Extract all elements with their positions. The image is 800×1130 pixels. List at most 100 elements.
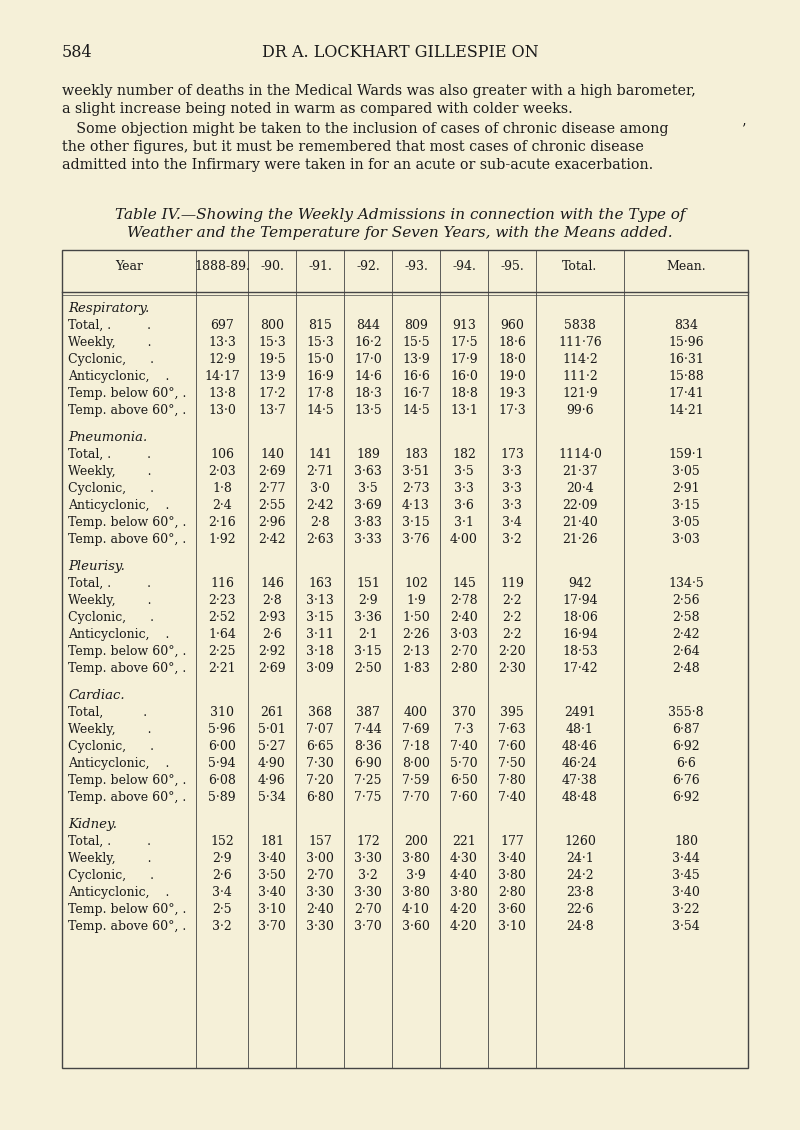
Text: 3·80: 3·80 <box>402 852 430 864</box>
Text: 2491: 2491 <box>564 706 596 719</box>
Text: Anticyclonic,    .: Anticyclonic, . <box>68 886 170 899</box>
Text: 844: 844 <box>356 319 380 332</box>
Text: 15·96: 15·96 <box>668 336 704 349</box>
Text: 2·96: 2·96 <box>258 516 286 529</box>
Text: 152: 152 <box>210 835 234 848</box>
Text: 17·42: 17·42 <box>562 662 598 675</box>
Text: 2·55: 2·55 <box>258 499 286 512</box>
Text: 6·90: 6·90 <box>354 757 382 770</box>
Text: 3·69: 3·69 <box>354 499 382 512</box>
Text: 8·00: 8·00 <box>402 757 430 770</box>
Text: 2·93: 2·93 <box>258 611 286 624</box>
Text: 24·1: 24·1 <box>566 852 594 864</box>
Text: Pleurisy.: Pleurisy. <box>68 560 125 573</box>
Text: 2·42: 2·42 <box>258 533 286 546</box>
Text: 1·64: 1·64 <box>208 628 236 641</box>
Text: Kidney.: Kidney. <box>68 818 117 831</box>
Text: Weekly,        .: Weekly, . <box>68 852 151 864</box>
Text: DR A. LOCKHART GILLESPIE ON: DR A. LOCKHART GILLESPIE ON <box>262 44 538 61</box>
Text: 3·80: 3·80 <box>498 869 526 883</box>
Text: 6·50: 6·50 <box>450 774 478 786</box>
Text: 17·2: 17·2 <box>258 386 286 400</box>
Text: 3·05: 3·05 <box>672 516 700 529</box>
Text: 697: 697 <box>210 319 234 332</box>
Text: 2·40: 2·40 <box>450 611 478 624</box>
Text: 4·20: 4·20 <box>450 920 478 933</box>
Text: 119: 119 <box>500 577 524 590</box>
Text: 182: 182 <box>452 447 476 461</box>
Text: Weekly,        .: Weekly, . <box>68 723 151 736</box>
Text: -91.: -91. <box>308 260 332 273</box>
Text: 177: 177 <box>500 835 524 848</box>
Text: 2·70: 2·70 <box>450 645 478 658</box>
Text: 18·06: 18·06 <box>562 611 598 624</box>
Text: 140: 140 <box>260 447 284 461</box>
Text: 809: 809 <box>404 319 428 332</box>
Text: 2·21: 2·21 <box>208 662 236 675</box>
Text: -90.: -90. <box>260 260 284 273</box>
Text: 960: 960 <box>500 319 524 332</box>
Text: 3·40: 3·40 <box>672 886 700 899</box>
Text: 3·80: 3·80 <box>450 886 478 899</box>
Text: 3·1: 3·1 <box>454 516 474 529</box>
Text: 7·60: 7·60 <box>450 791 478 805</box>
Text: 3·3: 3·3 <box>502 483 522 495</box>
Text: 3·30: 3·30 <box>306 886 334 899</box>
Text: Temp. above 60°, .: Temp. above 60°, . <box>68 791 186 805</box>
Text: Year: Year <box>115 260 143 273</box>
Text: Anticyclonic,    .: Anticyclonic, . <box>68 757 170 770</box>
Text: 146: 146 <box>260 577 284 590</box>
Text: 2·25: 2·25 <box>208 645 236 658</box>
Text: 3·3: 3·3 <box>454 483 474 495</box>
Text: 7·50: 7·50 <box>498 757 526 770</box>
Text: 13·3: 13·3 <box>208 336 236 349</box>
Text: 370: 370 <box>452 706 476 719</box>
Text: Pneumonia.: Pneumonia. <box>68 431 147 444</box>
Text: 834: 834 <box>674 319 698 332</box>
Text: 17·41: 17·41 <box>668 386 704 400</box>
Text: Total, .         .: Total, . . <box>68 319 151 332</box>
Text: 2·80: 2·80 <box>498 886 526 899</box>
Text: 180: 180 <box>674 835 698 848</box>
Text: 3·22: 3·22 <box>672 903 700 916</box>
Text: 2·58: 2·58 <box>672 611 700 624</box>
Text: 5·94: 5·94 <box>208 757 236 770</box>
Text: Cyclonic,      .: Cyclonic, . <box>68 611 154 624</box>
Text: 3·5: 3·5 <box>454 466 474 478</box>
Text: 157: 157 <box>308 835 332 848</box>
Text: Cyclonic,      .: Cyclonic, . <box>68 483 154 495</box>
Text: 19·3: 19·3 <box>498 386 526 400</box>
Text: 2·70: 2·70 <box>306 869 334 883</box>
Text: Total,          .: Total, . <box>68 706 147 719</box>
Text: Temp. below 60°, .: Temp. below 60°, . <box>68 386 186 400</box>
Text: 3·03: 3·03 <box>450 628 478 641</box>
Text: 7·63: 7·63 <box>498 723 526 736</box>
Text: 111·2: 111·2 <box>562 370 598 383</box>
Text: 3·40: 3·40 <box>258 852 286 864</box>
Text: Cyclonic,      .: Cyclonic, . <box>68 869 154 883</box>
Text: 159·1: 159·1 <box>668 447 704 461</box>
Text: 942: 942 <box>568 577 592 590</box>
Text: 8·36: 8·36 <box>354 740 382 753</box>
Text: 1·83: 1·83 <box>402 662 430 675</box>
Text: 2·40: 2·40 <box>306 903 334 916</box>
Text: 1888-89.: 1888-89. <box>194 260 250 273</box>
Text: 48·48: 48·48 <box>562 791 598 805</box>
Text: 183: 183 <box>404 447 428 461</box>
Text: 3·51: 3·51 <box>402 466 430 478</box>
Text: 3·05: 3·05 <box>672 466 700 478</box>
Text: 3·60: 3·60 <box>402 920 430 933</box>
Text: 21·40: 21·40 <box>562 516 598 529</box>
Text: 1·92: 1·92 <box>208 533 236 546</box>
Text: 1·8: 1·8 <box>212 483 232 495</box>
Text: 13·0: 13·0 <box>208 405 236 417</box>
Text: 4·40: 4·40 <box>450 869 478 883</box>
Text: Temp. below 60°, .: Temp. below 60°, . <box>68 903 186 916</box>
Text: 17·0: 17·0 <box>354 353 382 366</box>
Text: -94.: -94. <box>452 260 476 273</box>
Text: 6·6: 6·6 <box>676 757 696 770</box>
Text: 18·0: 18·0 <box>498 353 526 366</box>
Text: 106: 106 <box>210 447 234 461</box>
Text: 145: 145 <box>452 577 476 590</box>
Text: Temp. below 60°, .: Temp. below 60°, . <box>68 645 186 658</box>
